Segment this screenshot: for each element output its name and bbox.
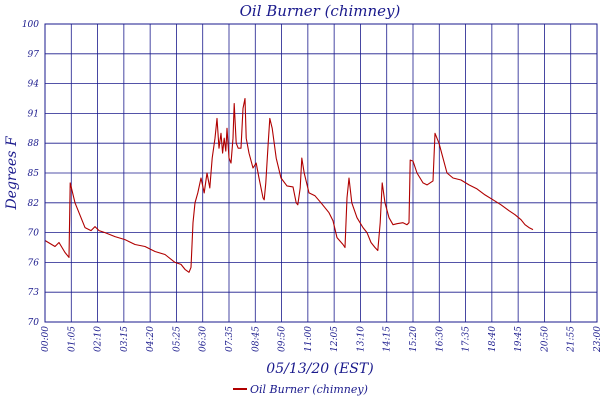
x-tick-label: 15:20 bbox=[409, 326, 419, 352]
x-tick-label: 23:00 bbox=[593, 326, 600, 353]
y-tick-label: 94 bbox=[28, 80, 40, 90]
y-tick-labels: 70 73 76 70 82 85 88 91 94 97 100 bbox=[22, 20, 39, 328]
x-tick-label: 02:10 bbox=[94, 326, 104, 352]
y-tick-label: 70 bbox=[28, 229, 40, 239]
x-tick-labels: 00:00 01:05 02:10 03:15 04:20 05:25 06:30 07:35… bbox=[41, 326, 600, 353]
x-tick-label: 18:40 bbox=[488, 326, 498, 352]
x-tick-label: 08:45 bbox=[251, 326, 261, 352]
grid bbox=[44, 23, 598, 323]
y-tick-label: 85 bbox=[28, 169, 40, 179]
x-tick-label: 19:45 bbox=[514, 326, 524, 352]
x-axis-label: 05/13/20 (EST) bbox=[266, 361, 373, 377]
x-tick-label: 04:20 bbox=[146, 326, 156, 352]
x-tick-label: 06:30 bbox=[199, 326, 209, 352]
x-tick-label: 07:35 bbox=[225, 326, 235, 352]
x-tick-label: 20:50 bbox=[540, 326, 550, 353]
y-tick-label: 73 bbox=[28, 288, 40, 298]
x-tick-label: 01:05 bbox=[67, 326, 77, 352]
x-tick-label: 11:00 bbox=[304, 326, 314, 352]
y-axis-label: Degrees F bbox=[4, 135, 20, 210]
legend: Oil Burner (chimney) bbox=[233, 383, 368, 396]
series-group bbox=[44, 97, 534, 273]
x-tick-label: 17:35 bbox=[462, 326, 472, 352]
series-line bbox=[44, 97, 534, 273]
x-tick-label: 00:00 bbox=[41, 326, 51, 352]
legend-label: Oil Burner (chimney) bbox=[250, 383, 368, 396]
x-tick-label: 21:55 bbox=[567, 326, 577, 353]
y-tick-label: 100 bbox=[22, 20, 39, 30]
y-tick-label: 97 bbox=[28, 50, 40, 60]
y-tick-label: 88 bbox=[28, 139, 40, 149]
chart-title: Oil Burner (chimney) bbox=[240, 2, 401, 20]
x-tick-label: 03:15 bbox=[120, 326, 130, 352]
y-tick-label: 76 bbox=[28, 258, 40, 268]
x-tick-label: 16:30 bbox=[435, 326, 445, 352]
plot-frame bbox=[44, 23, 598, 323]
y-tick-label: 82 bbox=[28, 199, 40, 209]
x-tick-label: 09:50 bbox=[278, 326, 288, 352]
x-tick-label: 14:15 bbox=[383, 326, 393, 352]
y-tick-label: 91 bbox=[28, 109, 39, 119]
y-tick-label: 70 bbox=[28, 318, 40, 328]
x-tick-label: 05:25 bbox=[172, 326, 182, 352]
x-tick-label: 12:05 bbox=[330, 326, 340, 352]
x-tick-label: 13:10 bbox=[356, 326, 366, 352]
